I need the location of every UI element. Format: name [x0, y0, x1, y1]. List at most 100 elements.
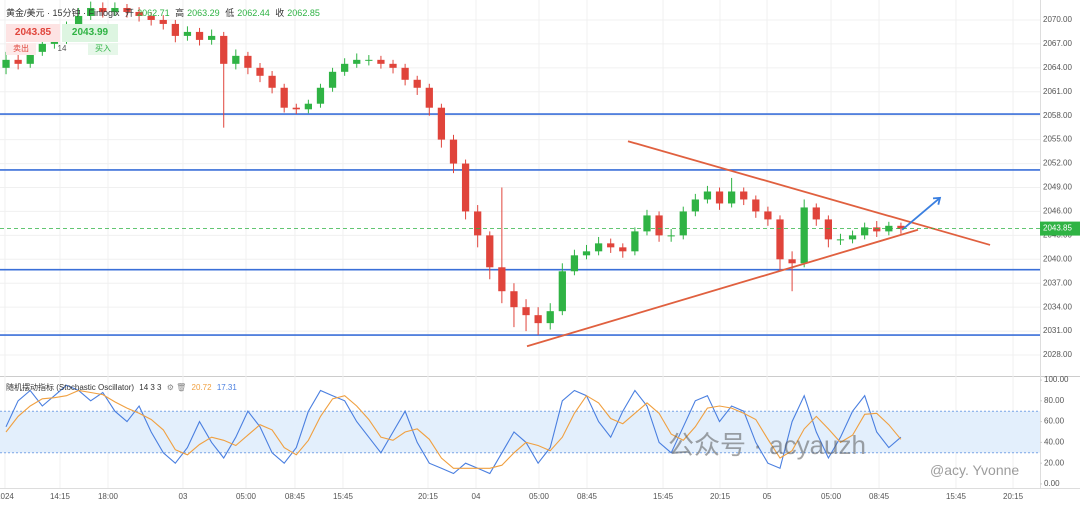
candle-body — [776, 219, 784, 260]
arrow-head — [932, 196, 942, 205]
candle-body — [38, 43, 46, 52]
buy-button[interactable]: 2043.99 — [62, 24, 118, 42]
ohlc-label: 低 — [225, 8, 235, 18]
candle-body — [498, 267, 506, 292]
x-tick-label: 03 — [179, 492, 188, 501]
candle-body — [389, 63, 397, 68]
candle-body — [740, 191, 748, 200]
candle-body — [208, 35, 216, 40]
oscillator-band — [0, 411, 1040, 453]
candle-body — [667, 235, 675, 237]
candle-body — [728, 191, 736, 204]
y-tick-label: 0.00 — [1044, 479, 1060, 488]
x-tick-label: 08:45 — [285, 492, 306, 501]
candle-body — [558, 271, 566, 312]
buy-label[interactable]: 买入 — [88, 43, 118, 55]
candle-body — [244, 55, 252, 68]
candle-body — [812, 207, 820, 220]
y-tick-label: 2049.00 — [1043, 183, 1072, 192]
indicator-title: 随机摆动指标 (Stochastic Oscillator) — [6, 383, 135, 392]
ohlc-label: 开 — [125, 8, 135, 18]
x-tick-label: 14:15 — [50, 492, 71, 501]
x-tick-label: 04 — [472, 492, 481, 501]
candle-body — [534, 315, 542, 324]
y-tick-label: 2067.00 — [1043, 39, 1072, 48]
candle-body — [304, 103, 312, 110]
x-tick-label: 15:45 — [653, 492, 674, 501]
y-tick-label: 2070.00 — [1043, 15, 1072, 24]
watermark-author: @acy. Yvonne — [930, 462, 1020, 478]
candle-body — [413, 79, 421, 88]
k-value: 20.72 — [191, 383, 212, 392]
candle-body — [2, 59, 10, 68]
candle-body — [800, 207, 808, 264]
y-tick-label: 2061.00 — [1043, 87, 1072, 96]
candle-body — [510, 291, 518, 308]
candle-body — [437, 107, 446, 140]
candle-body — [111, 7, 119, 12]
candle-body — [171, 23, 179, 36]
x-tick-label: 08:45 — [577, 492, 598, 501]
sell-label[interactable]: 卖出 — [6, 43, 36, 55]
candle-body — [99, 7, 107, 12]
y-tick-label: 2046.00 — [1043, 207, 1072, 216]
candle-body — [594, 243, 603, 252]
candle-body — [522, 307, 530, 316]
y-tick-label: 80.00 — [1044, 396, 1065, 405]
candle-body — [752, 199, 760, 212]
candle-body — [715, 191, 724, 204]
y-tick-label: 40.00 — [1044, 437, 1065, 446]
x-tick-label: 20:15 — [418, 492, 439, 501]
x-tick-label: 05:00 — [821, 492, 842, 501]
sell-button[interactable]: 2043.85 — [6, 24, 60, 42]
candle-body — [631, 231, 639, 252]
x-tick-label: 05 — [763, 492, 772, 501]
candle-body — [582, 251, 591, 256]
x-tick-label: 05:00 — [529, 492, 550, 501]
x-tick-label: 15:45 — [946, 492, 967, 501]
candle-body — [655, 215, 663, 236]
ohlc-value: 2062.44 — [237, 8, 270, 18]
candle-body — [87, 7, 95, 16]
candle-body — [461, 163, 470, 212]
y-tick-label: 2055.00 — [1043, 135, 1072, 144]
x-tick-label: 15:45 — [333, 492, 354, 501]
candle-body — [147, 15, 155, 20]
indicator-header: 随机摆动指标 (Stochastic Oscillator) 14 3 3 ⚙ … — [6, 383, 237, 392]
candle-body — [691, 199, 699, 212]
ohlc-value: 2062.85 — [287, 8, 320, 18]
candle-body — [14, 59, 22, 64]
candle-body — [449, 139, 458, 164]
candle-body — [183, 31, 192, 36]
candle-body — [546, 311, 554, 324]
candle-body — [885, 225, 893, 232]
candle-body — [848, 235, 857, 240]
candle-body — [861, 227, 869, 236]
d-value: 17.31 — [216, 383, 237, 392]
candle-body — [220, 35, 228, 64]
candle-body — [873, 227, 881, 232]
x-tick-label: 20:15 — [710, 492, 731, 501]
candle-body — [123, 7, 131, 12]
candle-body — [232, 55, 240, 64]
ohlc-value: 2063.29 — [187, 8, 220, 18]
x-tick-label: 2024 — [0, 492, 14, 501]
candle-body — [486, 235, 494, 268]
y-tick-label: 2037.00 — [1043, 278, 1072, 287]
current-price-label: 2043.85 — [1043, 224, 1072, 233]
candle-body — [607, 243, 615, 248]
candle-body — [316, 87, 325, 104]
x-tick-label: 18:00 — [98, 492, 119, 501]
candle-body — [836, 239, 845, 241]
current-price-tag — [1040, 221, 1080, 236]
candle-body — [824, 219, 832, 240]
candle-body — [328, 71, 337, 88]
spread: 14 — [57, 44, 67, 53]
y-tick-label: 2028.00 — [1043, 350, 1072, 359]
trend-line — [627, 140, 991, 246]
y-tick-label: 2064.00 — [1043, 63, 1072, 72]
ohlc-label: 高 — [175, 8, 185, 18]
indicator-params: 14 3 3 — [139, 383, 162, 392]
trend-line — [526, 228, 919, 348]
